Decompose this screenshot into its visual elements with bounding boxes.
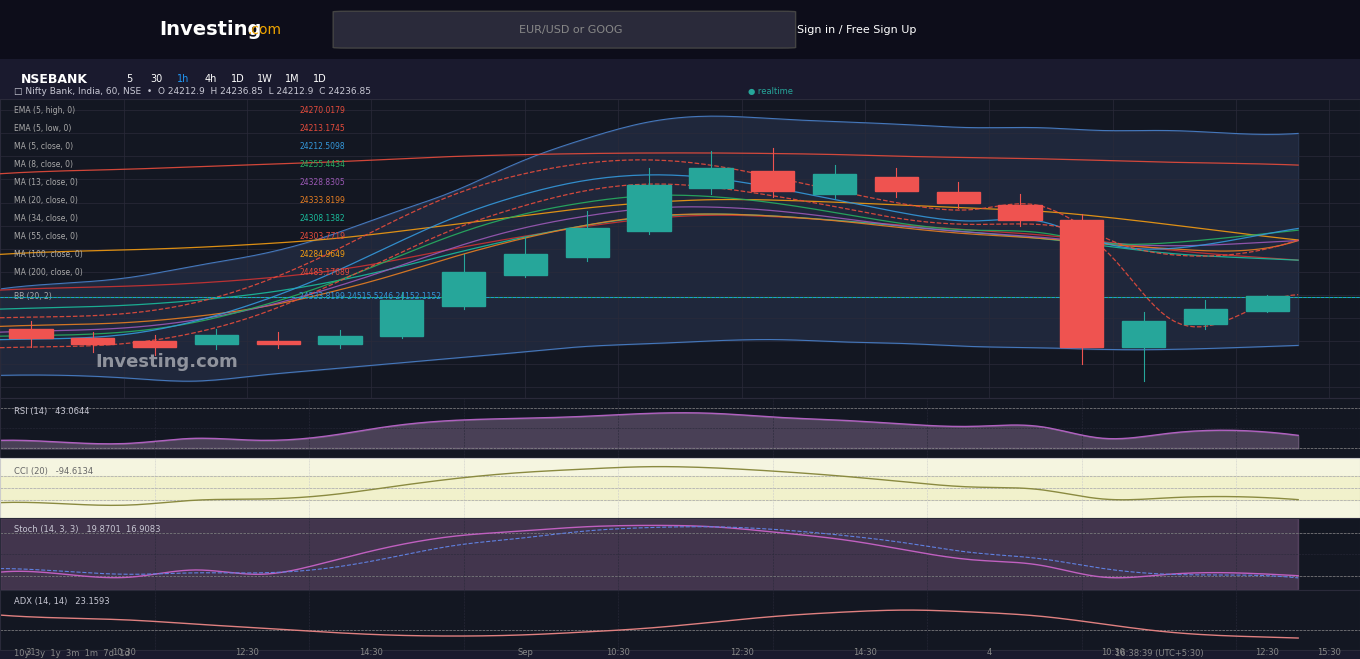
Text: 24213.1745: 24213.1745 bbox=[299, 125, 345, 133]
Bar bbox=[998, 206, 1042, 220]
Text: 24212.5098: 24212.5098 bbox=[299, 142, 345, 152]
Text: 1D: 1D bbox=[313, 74, 326, 84]
Text: NSEBANK: NSEBANK bbox=[20, 72, 88, 86]
Text: 12:30: 12:30 bbox=[235, 648, 260, 657]
Text: 12:30: 12:30 bbox=[730, 648, 753, 657]
Bar bbox=[1061, 220, 1103, 347]
Text: 10:30: 10:30 bbox=[607, 648, 630, 657]
Bar bbox=[1183, 309, 1227, 324]
Text: 4h: 4h bbox=[204, 74, 218, 84]
Bar bbox=[1122, 321, 1166, 347]
Bar bbox=[442, 272, 486, 306]
Text: 5: 5 bbox=[126, 74, 132, 84]
Text: 14:30: 14:30 bbox=[359, 648, 384, 657]
Text: ● realtime: ● realtime bbox=[748, 87, 793, 96]
Text: EUR/USD or GOOG: EUR/USD or GOOG bbox=[520, 24, 623, 35]
Bar bbox=[503, 254, 547, 275]
Text: MA (100, close, 0): MA (100, close, 0) bbox=[14, 250, 83, 259]
Text: 1D: 1D bbox=[231, 74, 245, 84]
Text: 1W: 1W bbox=[257, 74, 273, 84]
Text: 10:30: 10:30 bbox=[1100, 648, 1125, 657]
Text: EMA (5, high, 0): EMA (5, high, 0) bbox=[14, 106, 75, 115]
Bar bbox=[257, 341, 299, 344]
Text: 30: 30 bbox=[150, 74, 163, 84]
Text: MA (13, close, 0): MA (13, close, 0) bbox=[14, 178, 78, 187]
Text: MA (20, close, 0): MA (20, close, 0) bbox=[14, 196, 78, 205]
Text: 14:30: 14:30 bbox=[854, 648, 877, 657]
Text: Sep: Sep bbox=[518, 648, 533, 657]
Text: RSI (14)   43.0644: RSI (14) 43.0644 bbox=[14, 407, 90, 416]
Text: 15:30: 15:30 bbox=[1316, 648, 1341, 657]
Text: Investing.com: Investing.com bbox=[95, 353, 238, 372]
Text: Investing: Investing bbox=[159, 20, 262, 39]
Bar bbox=[627, 185, 670, 231]
Bar bbox=[71, 338, 114, 344]
Text: 24270.0179: 24270.0179 bbox=[299, 106, 345, 115]
Text: Stoch (14, 3, 3)   19.8701  16.9083: Stoch (14, 3, 3) 19.8701 16.9083 bbox=[14, 525, 160, 534]
Text: .com: .com bbox=[248, 22, 282, 37]
Text: 1h: 1h bbox=[177, 74, 190, 84]
Text: 12:30: 12:30 bbox=[1255, 648, 1280, 657]
Text: 31: 31 bbox=[26, 648, 37, 657]
Bar bbox=[937, 192, 979, 202]
Bar bbox=[566, 229, 609, 257]
Text: 4: 4 bbox=[986, 648, 991, 657]
Text: 24308.1382: 24308.1382 bbox=[299, 214, 345, 223]
Text: 24303.7719: 24303.7719 bbox=[299, 232, 345, 241]
FancyBboxPatch shape bbox=[333, 11, 796, 48]
Text: □ Nifty Bank, India, 60, NSE  •  O 24212.9  H 24236.85  L 24212.9  C 24236.85: □ Nifty Bank, India, 60, NSE • O 24212.9… bbox=[14, 87, 370, 96]
Bar bbox=[1246, 297, 1289, 311]
Bar bbox=[10, 330, 53, 338]
Text: 16:38:39 (UTC+5:30): 16:38:39 (UTC+5:30) bbox=[1115, 649, 1204, 658]
Text: MA (5, close, 0): MA (5, close, 0) bbox=[14, 142, 72, 152]
Text: 10y  3y  1y  3m  1m  7d  1d: 10y 3y 1y 3m 1m 7d 1d bbox=[14, 649, 129, 658]
Text: 24533.8199 24515.5246 24152.1152: 24533.8199 24515.5246 24152.1152 bbox=[299, 292, 441, 301]
Bar bbox=[381, 301, 423, 336]
Text: 10:30: 10:30 bbox=[112, 648, 136, 657]
Text: 24333.8199: 24333.8199 bbox=[299, 196, 345, 205]
Bar bbox=[194, 335, 238, 344]
Bar bbox=[318, 336, 362, 344]
Text: BB (20, 2): BB (20, 2) bbox=[14, 292, 52, 301]
Text: 24328.8305: 24328.8305 bbox=[299, 178, 345, 187]
Text: MA (200, close, 0): MA (200, close, 0) bbox=[14, 268, 83, 277]
Bar bbox=[874, 177, 918, 191]
Text: 24284.9649: 24284.9649 bbox=[299, 250, 345, 259]
Text: ADX (14, 14)   23.1593: ADX (14, 14) 23.1593 bbox=[14, 597, 109, 606]
Bar bbox=[813, 174, 857, 194]
Text: Sign in / Free Sign Up: Sign in / Free Sign Up bbox=[797, 24, 917, 35]
Text: CCI (20)   -94.6134: CCI (20) -94.6134 bbox=[14, 467, 92, 476]
Bar bbox=[751, 171, 794, 191]
Text: MA (34, close, 0): MA (34, close, 0) bbox=[14, 214, 78, 223]
Bar bbox=[690, 168, 733, 188]
Text: 24485.17689: 24485.17689 bbox=[299, 268, 350, 277]
Text: EMA (5, low, 0): EMA (5, low, 0) bbox=[14, 125, 71, 133]
Text: MA (55, close, 0): MA (55, close, 0) bbox=[14, 232, 78, 241]
Text: 24255.4434: 24255.4434 bbox=[299, 160, 345, 169]
Text: MA (8, close, 0): MA (8, close, 0) bbox=[14, 160, 72, 169]
Text: 1M: 1M bbox=[286, 74, 299, 84]
Bar bbox=[133, 341, 177, 347]
